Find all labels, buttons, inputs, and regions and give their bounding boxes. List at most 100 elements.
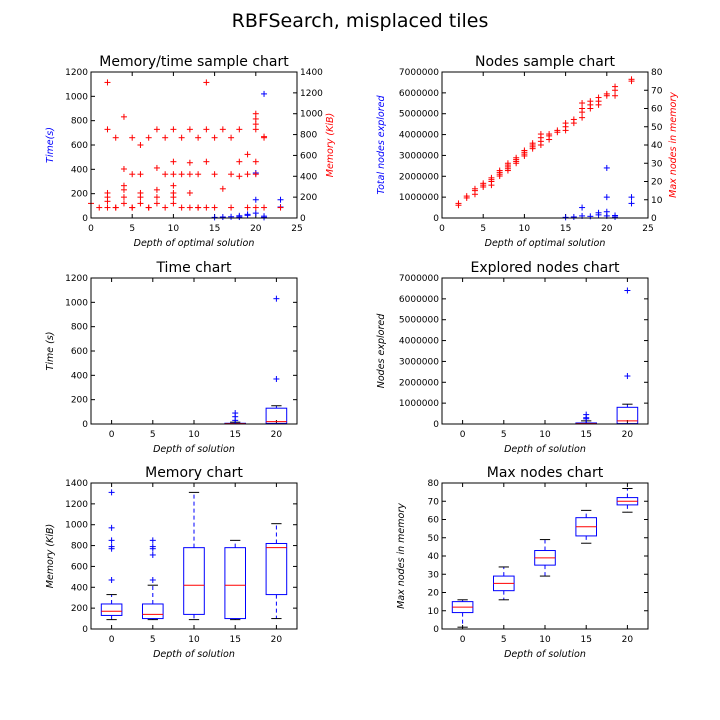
series0-point xyxy=(211,214,218,221)
y-tick-label: 2000000 xyxy=(399,378,439,388)
y-tick-label: 7000000 xyxy=(399,274,439,284)
series1-point xyxy=(554,127,561,134)
series0-point xyxy=(228,213,235,220)
x-tick-label: 10 xyxy=(539,635,551,645)
x-tick-label: 0 xyxy=(460,635,466,645)
series1-point xyxy=(244,204,251,211)
series0-point xyxy=(252,196,259,203)
y-axis-label: Memory (KiB) xyxy=(45,524,56,588)
box-flier xyxy=(108,576,115,583)
box-15 xyxy=(224,539,246,621)
series1-point xyxy=(236,126,243,133)
series1-point xyxy=(211,134,218,141)
box-rect xyxy=(183,547,205,615)
y-tick-label: 2000000 xyxy=(399,172,439,182)
y2-tick-label: 80 xyxy=(651,68,663,78)
series1-point xyxy=(203,158,210,165)
box-flier xyxy=(108,537,115,544)
plot-frame xyxy=(441,71,649,219)
series1-point xyxy=(228,171,235,178)
y2-tick-label: 1000 xyxy=(300,110,323,120)
series1-point xyxy=(252,115,259,122)
series0-point xyxy=(261,90,268,97)
series1-point xyxy=(170,189,177,196)
x-tick-label: 0 xyxy=(109,430,115,440)
series0-point xyxy=(570,213,577,220)
series0-point xyxy=(603,194,610,201)
y-tick-label: 800 xyxy=(71,117,88,127)
series1-point xyxy=(153,194,160,201)
series1-point xyxy=(112,134,119,141)
box-20 xyxy=(265,523,288,620)
series1-point xyxy=(112,204,119,211)
series1-point xyxy=(546,131,553,138)
box-rect xyxy=(265,542,288,596)
series1-point xyxy=(137,189,144,196)
y-tick-label: 1000000 xyxy=(399,399,439,409)
series0-point xyxy=(261,214,268,221)
series1-point xyxy=(195,204,202,211)
box-15 xyxy=(224,410,246,425)
series1-point xyxy=(244,151,251,158)
x-tick-label: 5 xyxy=(150,430,156,440)
y-tick-label: 1200 xyxy=(65,68,88,78)
series1-point xyxy=(120,200,127,207)
box-0 xyxy=(100,489,123,621)
box-20 xyxy=(265,295,288,425)
x-tick-label: 10 xyxy=(539,430,551,440)
series0-point xyxy=(236,214,243,221)
series1-point xyxy=(145,204,152,211)
series1-point xyxy=(504,160,511,167)
box-5 xyxy=(142,537,164,621)
series1-point xyxy=(529,140,536,147)
series1-point xyxy=(186,204,193,211)
box-flier xyxy=(583,414,590,421)
series1-point xyxy=(252,171,259,178)
box-15 xyxy=(575,509,598,544)
series1-point xyxy=(211,171,218,178)
y-tick-label: 30 xyxy=(428,570,440,580)
series1-point xyxy=(195,134,202,141)
series1-point xyxy=(178,171,185,178)
series1-point xyxy=(219,126,226,133)
series1-point xyxy=(252,110,259,117)
y2-tick-label: 400 xyxy=(300,172,317,182)
series1-point xyxy=(513,154,520,161)
series0-point xyxy=(628,200,635,207)
y-tick-label: 6000000 xyxy=(399,89,439,99)
series1-point xyxy=(170,200,177,207)
y-tick-label: 80 xyxy=(428,479,440,489)
series1-point xyxy=(137,200,144,207)
y-tick-label: 400 xyxy=(71,165,88,175)
series1-point xyxy=(104,194,111,201)
box-flier xyxy=(149,576,156,583)
series1-point xyxy=(228,134,235,141)
box-20 xyxy=(616,287,639,425)
series1-point xyxy=(137,171,144,178)
series1-point xyxy=(488,174,495,181)
y2-tick-label: 600 xyxy=(300,151,317,161)
y-tick-label: 0 xyxy=(433,420,439,430)
chart-maxnodes: Max nodes chart 0 5 10 15 20 0 10 20 30 40 50 60 70 80… xyxy=(396,465,649,660)
series1-point xyxy=(129,134,136,141)
y-axis-label: Max nodes in memory xyxy=(396,503,407,609)
series1-point xyxy=(153,164,160,171)
y-axis-label: Time(s) xyxy=(45,127,56,163)
series1-point xyxy=(203,126,210,133)
series1-point xyxy=(228,204,235,211)
series1-point xyxy=(104,126,111,133)
y-tick-label: 3000000 xyxy=(399,357,439,367)
series1-point xyxy=(104,204,111,211)
series1-point xyxy=(203,79,210,86)
series1-point xyxy=(203,204,210,211)
series1-point xyxy=(162,134,169,141)
x-tick-label: 10 xyxy=(188,635,200,645)
series1-point xyxy=(120,165,127,172)
series0-point xyxy=(277,196,284,203)
series1-point xyxy=(612,83,619,90)
x-axis-label: Depth of solution xyxy=(153,444,235,455)
x-tick-label: 0 xyxy=(460,430,466,440)
series1-point xyxy=(186,159,193,166)
